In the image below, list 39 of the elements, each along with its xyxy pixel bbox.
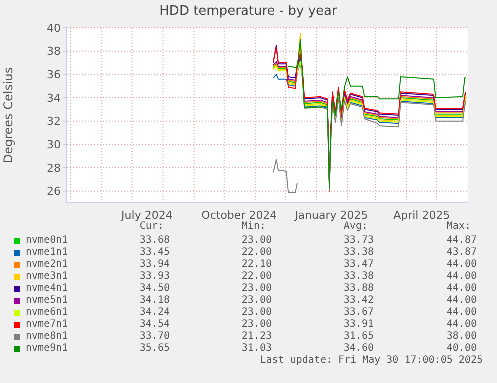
y-tick-label: 30: [47, 138, 61, 152]
y-tick-label: 34: [47, 92, 61, 105]
legend-label: nvme0n1: [26, 235, 68, 246]
x-tick-label: April 2025: [394, 208, 450, 222]
text: Cur:: [140, 221, 165, 232]
legend-label: nvme5n1: [26, 295, 68, 306]
legend-label: nvme2n1: [26, 259, 68, 270]
text: 33.68 23.00 33.73 44.87: [140, 235, 477, 246]
text: Min:: [240, 221, 267, 232]
text: 33.70 21.23 31.65 38.00: [140, 331, 477, 342]
text: 33.93 22.00 33.38 44.00: [140, 271, 477, 282]
legend-label: nvme9n1: [26, 343, 68, 354]
text: Avg:: [342, 221, 369, 232]
x-tick-label: October 2024: [202, 208, 278, 222]
y-axis-title: Degrees Celsius: [1, 67, 16, 164]
legend-label: nvme3n1: [26, 271, 68, 282]
y-tick-label: 36: [47, 68, 61, 82]
text: 34.24 23.00 33.67 44.00: [140, 307, 477, 318]
text: Last update: Fri May 30 17:00:05 2025: [260, 355, 483, 366]
y-tick-label: 26: [47, 185, 61, 198]
y-tick-label: 28: [47, 162, 61, 175]
y-tick-label: 40: [47, 22, 61, 35]
text: 35.65 31.03 34.60 40.00: [140, 343, 477, 354]
legend-label: nvme1n1: [26, 247, 68, 258]
legend-label: nvme4n1: [26, 283, 68, 294]
text: 34.18 23.00 33.42 44.00: [140, 295, 477, 306]
text: 33.45 22.00 33.38 43.87: [140, 247, 477, 258]
x-tick-label: July 2024: [120, 208, 173, 222]
y-tick-label: 38: [47, 45, 61, 58]
legend-label: nvme7n1: [26, 319, 68, 330]
x-tick-label: January 2025: [294, 208, 368, 222]
y-tick-label: 32: [47, 115, 61, 128]
chart-title: HDD temperature - by year: [158, 4, 338, 19]
text: 34.50 23.00 33.88 44.00: [140, 283, 477, 294]
text: Max:: [446, 221, 472, 232]
legend-label: nvme6n1: [26, 307, 68, 318]
text: 33.94 22.10 33.47 44.00: [140, 259, 477, 270]
text: 34.54 23.00 33.91 44.00: [140, 319, 477, 330]
legend-label: nvme8n1: [26, 331, 68, 342]
